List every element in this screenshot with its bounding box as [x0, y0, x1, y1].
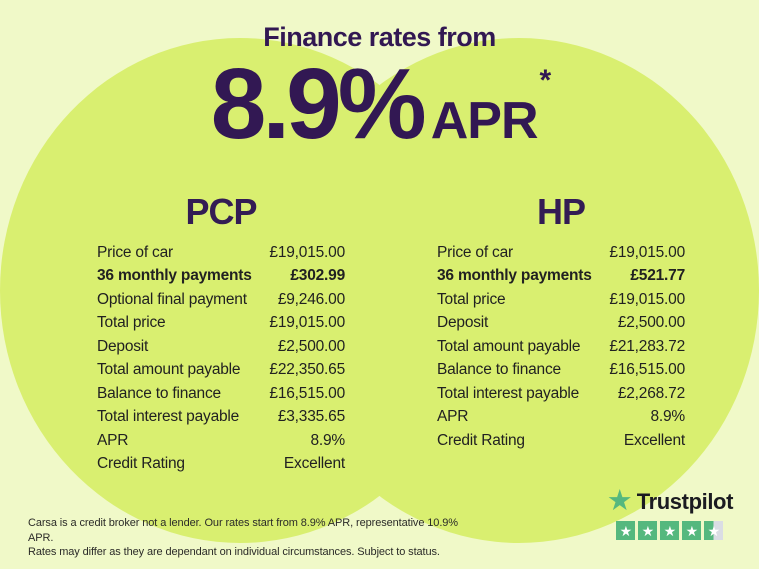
trustpilot-rating-stars: ★ ★ ★ ★ ★ — [616, 521, 724, 540]
row-label: Deposit — [437, 314, 489, 332]
rating-half-star-icon: ★ — [704, 521, 724, 540]
row-value: £19,015.00 — [609, 243, 685, 261]
table-row: APR 8.9% — [437, 405, 685, 429]
table-row: Total price £19,015.00 — [97, 311, 345, 335]
rate-asterisk: * — [539, 63, 552, 97]
rating-star-icon: ★ — [638, 521, 658, 540]
table-row: Deposit £2,500.00 — [437, 311, 685, 335]
pcp-table: Price of car £19,015.00 36 monthly paymen… — [97, 241, 345, 476]
trustpilot-badge: ★ Trustpilot ★ ★ ★ ★ ★ — [607, 487, 733, 540]
table-row: Total interest payable £3,335.65 — [97, 405, 345, 429]
rating-star-icon: ★ — [660, 521, 680, 540]
row-value: £19,015.00 — [609, 290, 685, 308]
rating-star-icon: ★ — [616, 521, 636, 540]
row-label: Credit Rating — [437, 431, 525, 449]
row-value: 8.9% — [310, 431, 345, 449]
table-row: Total amount payable £22,350.65 — [97, 358, 345, 382]
row-value: £2,500.00 — [277, 337, 345, 355]
row-label: 36 monthly payments — [97, 267, 252, 285]
trustpilot-star-icon: ★ — [606, 485, 633, 517]
table-row: 36 monthly payments £521.77 — [437, 264, 685, 288]
row-label: Credit Rating — [97, 455, 185, 473]
table-row: Balance to finance £16,515.00 — [97, 382, 345, 406]
row-value: Excellent — [623, 431, 685, 449]
table-row: Optional final payment £9,246.00 — [97, 288, 345, 312]
row-value: £19,015.00 — [269, 314, 345, 332]
row-label: APR — [97, 431, 129, 449]
row-label: Total amount payable — [437, 337, 581, 355]
row-value: £16,515.00 — [609, 361, 685, 379]
table-row: Deposit £2,500.00 — [97, 335, 345, 359]
row-value: £2,268.72 — [617, 384, 685, 402]
right-circle-background — [279, 38, 759, 543]
row-value: £2,500.00 — [617, 314, 685, 332]
rate-value: 8.9% — [210, 48, 427, 160]
hp-table: Price of car £19,015.00 36 monthly paymen… — [437, 241, 685, 453]
row-label: Total amount payable — [97, 361, 241, 379]
row-label: 36 monthly payments — [437, 267, 592, 285]
row-value: 8.9% — [650, 408, 685, 426]
hp-heading: HP — [536, 191, 586, 232]
table-row: APR 8.9% — [97, 429, 345, 453]
row-label: Total price — [97, 314, 166, 332]
pcp-heading: PCP — [185, 191, 257, 232]
headline-rate: 8.9% APR* — [0, 52, 759, 157]
trustpilot-wordmark: Trustpilot — [636, 488, 734, 514]
row-label: Price of car — [97, 243, 173, 261]
row-value: £9,246.00 — [277, 290, 345, 308]
row-label: Deposit — [97, 337, 149, 355]
row-label: Balance to finance — [437, 361, 561, 379]
table-row: 36 monthly payments £302.99 — [97, 264, 345, 288]
table-row: Balance to finance £16,515.00 — [437, 358, 685, 382]
table-row: Total amount payable £21,283.72 — [437, 335, 685, 359]
row-label: Balance to finance — [97, 384, 221, 402]
rating-star-icon: ★ — [682, 521, 702, 540]
row-label: Optional final payment — [97, 290, 247, 308]
row-value: £302.99 — [290, 267, 345, 285]
row-value: £16,515.00 — [269, 384, 345, 402]
row-value: £22,350.65 — [269, 361, 345, 379]
row-value: £21,283.72 — [609, 337, 685, 355]
hp-column: HP Price of car £19,015.00 36 monthly pay… — [437, 192, 685, 452]
table-row: Total price £19,015.00 — [437, 288, 685, 312]
row-label: Total price — [437, 290, 506, 308]
table-row: Credit Rating Excellent — [437, 429, 685, 453]
table-row: Total interest payable £2,268.72 — [437, 382, 685, 406]
rate-suffix: APR* — [430, 63, 551, 150]
row-label: APR — [437, 408, 469, 426]
table-row: Credit Rating Excellent — [97, 452, 345, 476]
disclaimer-text: Carsa is a credit broker not a lender. O… — [28, 516, 468, 560]
row-label: Price of car — [437, 243, 513, 261]
row-value: £3,335.65 — [277, 408, 345, 426]
table-row: Price of car £19,015.00 — [97, 241, 345, 265]
row-value: £19,015.00 — [269, 243, 345, 261]
page-title: Finance rates from — [263, 22, 496, 52]
trustpilot-logo: ★ Trustpilot — [606, 485, 734, 517]
row-value: Excellent — [283, 455, 345, 473]
table-row: Price of car £19,015.00 — [437, 241, 685, 265]
disclaimer-line-1: Carsa is a credit broker not a lender. O… — [28, 517, 458, 544]
disclaimer-line-2: Rates may differ as they are dependant o… — [28, 546, 440, 558]
row-label: Total interest payable — [97, 408, 240, 426]
pcp-column: PCP Price of car £19,015.00 36 monthly pa… — [97, 192, 345, 476]
row-value: £521.77 — [630, 267, 685, 285]
row-label: Total interest payable — [437, 384, 580, 402]
